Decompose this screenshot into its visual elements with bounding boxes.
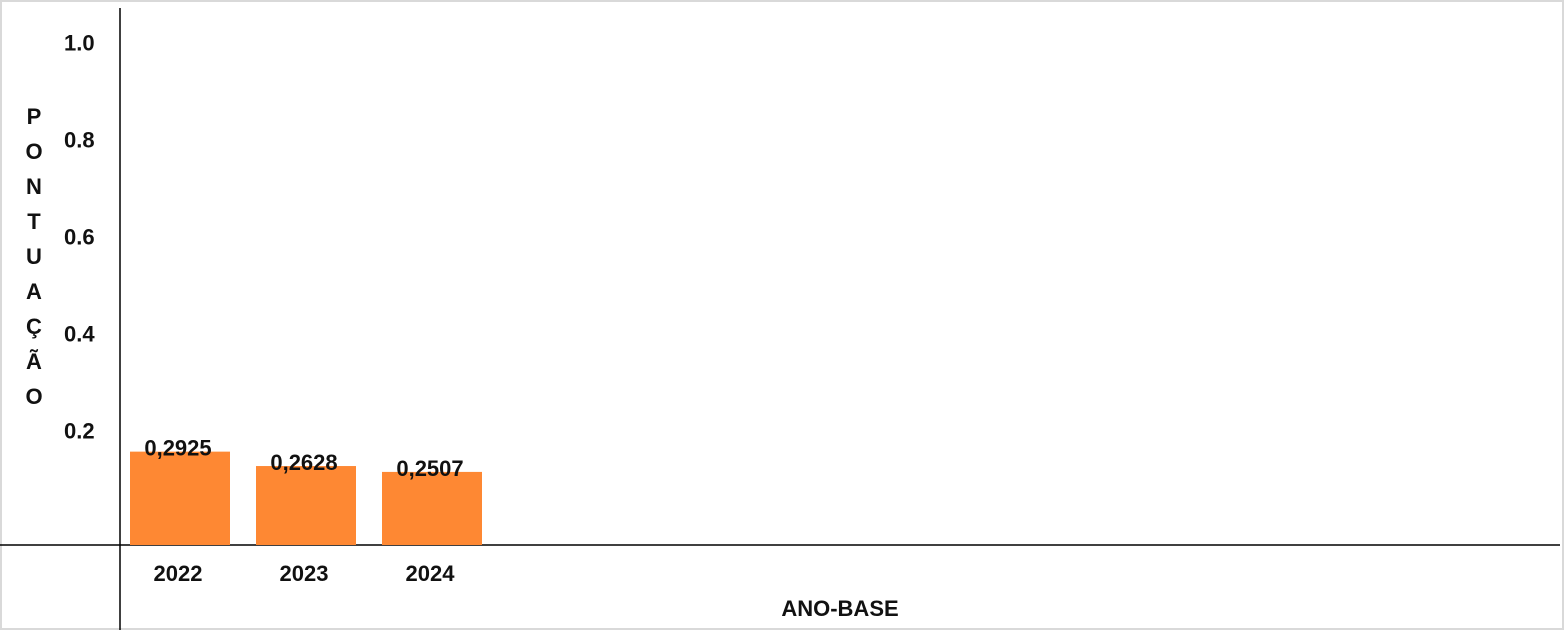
bar bbox=[130, 451, 230, 545]
bar-data-label: 0,2628 bbox=[270, 450, 337, 475]
bars: 0,2925 0,2628 0,2507 bbox=[130, 436, 482, 545]
x-tick-label: 2024 bbox=[406, 561, 456, 586]
x-tick-labels: 2022 2023 2024 bbox=[154, 561, 456, 586]
y-tick-labels: 1.0 0.8 0.6 0.4 0.2 bbox=[64, 31, 95, 444]
bar-data-label: 0,2507 bbox=[396, 456, 463, 481]
y-tick-label: 0.8 bbox=[64, 128, 95, 153]
y-axis-label-letter: Ç bbox=[26, 314, 42, 339]
y-axis-label-letter: T bbox=[27, 209, 41, 234]
y-tick-label: 0.4 bbox=[64, 322, 95, 347]
x-tick-label: 2022 bbox=[154, 561, 203, 586]
y-tick-label: 0.2 bbox=[64, 419, 95, 444]
bar bbox=[382, 471, 482, 545]
y-axis-label-letter: O bbox=[25, 139, 42, 164]
bar bbox=[256, 466, 356, 545]
y-axis-label-letter: P bbox=[27, 104, 42, 129]
y-axis-label-letter: Ã bbox=[26, 349, 42, 374]
x-tick-label: 2023 bbox=[280, 561, 329, 586]
y-axis-label-letter: O bbox=[25, 384, 42, 409]
y-axis-label-letter: U bbox=[26, 244, 42, 269]
y-tick-label: 1.0 bbox=[64, 31, 95, 56]
y-tick-label: 0.6 bbox=[64, 225, 95, 250]
y-axis-label-letter: N bbox=[26, 174, 42, 199]
bar-data-label: 0,2925 bbox=[144, 436, 211, 461]
x-axis-label: ANO-BASE bbox=[781, 596, 898, 621]
y-axis-label-letter: A bbox=[26, 279, 42, 304]
